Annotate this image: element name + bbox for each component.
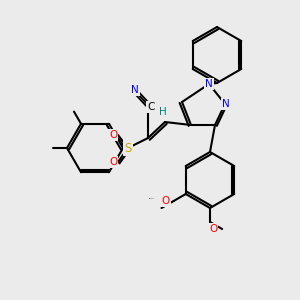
Text: O: O xyxy=(209,224,217,234)
Text: C: C xyxy=(147,102,155,112)
Text: S: S xyxy=(124,142,132,154)
Text: O: O xyxy=(109,157,117,167)
Text: N: N xyxy=(222,99,230,109)
Text: N: N xyxy=(205,79,213,89)
Text: H: H xyxy=(159,107,167,117)
Text: methoxy: methoxy xyxy=(148,197,155,199)
Text: O: O xyxy=(161,196,170,206)
Text: N: N xyxy=(131,85,139,95)
Text: O: O xyxy=(109,130,117,140)
